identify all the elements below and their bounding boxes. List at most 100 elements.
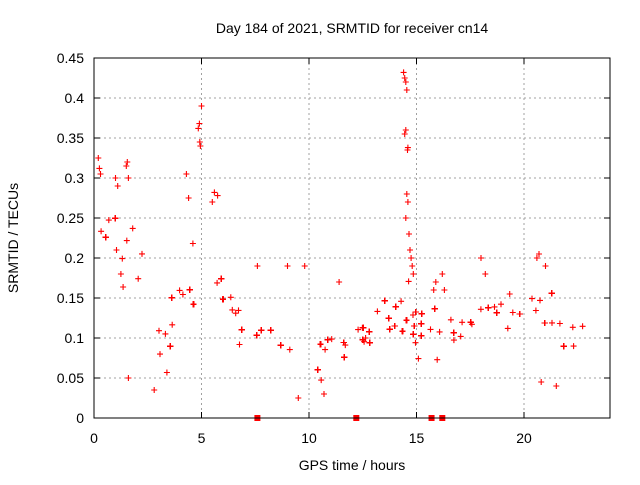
data-point bbox=[439, 271, 446, 277]
data-point bbox=[430, 287, 437, 293]
data-point bbox=[301, 263, 308, 269]
y-axis-label: SRMTID / TECUs bbox=[5, 183, 21, 293]
grid bbox=[94, 58, 610, 418]
data-point bbox=[478, 255, 484, 261]
data-point bbox=[537, 297, 543, 304]
data-point bbox=[485, 304, 492, 311]
data-point bbox=[450, 337, 457, 344]
data-point bbox=[403, 87, 410, 93]
data-point bbox=[477, 306, 484, 313]
data-point bbox=[295, 395, 302, 401]
data-point bbox=[412, 339, 419, 346]
data-point bbox=[123, 163, 130, 169]
data-point bbox=[506, 291, 513, 297]
data-point bbox=[418, 310, 425, 317]
x-axis-label: GPS time / hours bbox=[299, 457, 406, 473]
y-tick-label: 0.25 bbox=[57, 210, 84, 226]
data-point bbox=[450, 329, 457, 336]
data-point bbox=[391, 323, 398, 329]
data-point bbox=[340, 339, 347, 346]
data-point bbox=[185, 195, 192, 201]
data-point bbox=[162, 330, 169, 337]
data-point bbox=[410, 271, 417, 277]
data-point bbox=[253, 332, 260, 339]
data-point bbox=[176, 287, 183, 294]
data-point bbox=[410, 312, 416, 318]
y-tick-label: 0.3 bbox=[65, 170, 85, 186]
data-point bbox=[404, 199, 411, 205]
data-point bbox=[113, 247, 120, 253]
data-point bbox=[404, 147, 411, 153]
data-point bbox=[556, 320, 563, 327]
data-point bbox=[401, 131, 408, 137]
data-point bbox=[538, 379, 545, 385]
y-tick-label: 0.4 bbox=[65, 90, 85, 106]
data-point bbox=[124, 159, 131, 165]
x-tick-label: 0 bbox=[90, 430, 98, 446]
data-point bbox=[386, 326, 393, 333]
data-point bbox=[570, 343, 577, 350]
data-point bbox=[498, 301, 504, 308]
data-point bbox=[321, 391, 327, 397]
plot-frame bbox=[93, 57, 611, 419]
data-point bbox=[407, 247, 413, 253]
data-point bbox=[418, 320, 425, 327]
data-point bbox=[229, 306, 236, 313]
data-point bbox=[436, 328, 443, 335]
data-point bbox=[536, 251, 542, 257]
data-point bbox=[402, 215, 409, 221]
data-point bbox=[374, 308, 381, 315]
data-point bbox=[95, 155, 102, 161]
data-point bbox=[117, 271, 124, 277]
data-point bbox=[227, 294, 234, 301]
x-tick-label: 20 bbox=[516, 430, 532, 446]
data-point bbox=[220, 296, 226, 303]
data-point bbox=[238, 326, 245, 333]
data-point bbox=[408, 255, 415, 261]
data-point bbox=[169, 321, 176, 328]
data-point bbox=[398, 298, 405, 305]
data-point bbox=[189, 240, 196, 247]
data-point bbox=[533, 255, 540, 261]
data-point bbox=[236, 341, 243, 348]
data-point bbox=[493, 309, 500, 316]
data-point bbox=[504, 325, 511, 332]
chart-title: Day 184 of 2021, SRMTID for receiver cn1… bbox=[216, 20, 489, 36]
y-tick-label: 0.35 bbox=[57, 130, 84, 146]
data-point bbox=[284, 263, 291, 269]
data-point bbox=[258, 327, 265, 334]
data-point bbox=[411, 323, 418, 329]
data-point bbox=[355, 326, 362, 333]
data-point bbox=[183, 171, 190, 177]
data-point bbox=[418, 332, 425, 339]
data-point bbox=[406, 231, 412, 237]
y-tick-label: 0.05 bbox=[57, 370, 84, 386]
data-point bbox=[120, 284, 127, 290]
data-point bbox=[139, 250, 145, 257]
data-point bbox=[434, 356, 441, 363]
data-point bbox=[336, 279, 343, 285]
data-point bbox=[328, 336, 335, 343]
data-point bbox=[403, 191, 410, 197]
data-point bbox=[317, 341, 324, 348]
data-point bbox=[277, 342, 284, 349]
data-point bbox=[167, 343, 174, 350]
y-tick-label: 0 bbox=[76, 410, 84, 426]
data-point bbox=[402, 79, 409, 85]
data-point bbox=[112, 215, 119, 222]
data-point bbox=[400, 69, 407, 76]
data-point bbox=[427, 326, 434, 333]
data-point bbox=[318, 377, 325, 384]
data-point bbox=[105, 217, 112, 224]
data-point bbox=[102, 234, 109, 241]
data-point bbox=[197, 143, 204, 149]
data-point bbox=[195, 125, 202, 132]
data-point bbox=[114, 183, 121, 189]
data-point bbox=[163, 369, 170, 376]
data-point bbox=[211, 189, 218, 196]
data-point bbox=[156, 327, 162, 334]
data-point bbox=[135, 275, 142, 282]
data-point bbox=[360, 324, 367, 331]
data-point bbox=[447, 316, 454, 323]
x-tick-label: 10 bbox=[301, 430, 317, 446]
